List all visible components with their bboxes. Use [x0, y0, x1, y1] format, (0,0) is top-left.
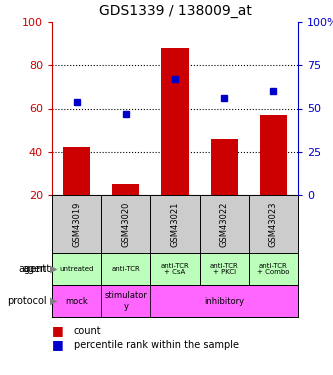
Bar — [162, 48, 188, 195]
Text: GSM43022: GSM43022 — [220, 201, 229, 247]
Text: mock: mock — [65, 297, 88, 306]
Bar — [151, 285, 298, 317]
Text: agent: agent — [23, 264, 51, 274]
Text: anti-TCR: anti-TCR — [112, 266, 140, 272]
Title: GDS1339 / 138009_at: GDS1339 / 138009_at — [99, 4, 251, 18]
Text: GSM43020: GSM43020 — [121, 201, 130, 247]
Bar — [211, 139, 238, 195]
Text: stimulator
y: stimulator y — [104, 291, 147, 311]
Text: percentile rank within the sample: percentile rank within the sample — [74, 340, 239, 350]
Bar — [101, 285, 151, 317]
Bar — [112, 184, 139, 195]
Text: anti-TCR
+ Combo: anti-TCR + Combo — [257, 262, 290, 276]
Text: GSM43021: GSM43021 — [170, 201, 179, 247]
Text: count: count — [74, 326, 101, 336]
Text: GSM43019: GSM43019 — [72, 201, 81, 247]
Text: agent: agent — [19, 264, 47, 274]
Text: ■: ■ — [52, 324, 64, 338]
Bar — [52, 285, 101, 317]
Text: ▶: ▶ — [50, 264, 58, 274]
Text: ■: ■ — [52, 339, 64, 351]
Text: GSM43023: GSM43023 — [269, 201, 278, 247]
Text: untreated: untreated — [59, 266, 94, 272]
Bar — [63, 147, 90, 195]
Text: ▶: ▶ — [50, 296, 58, 306]
Text: anti-TCR
+ PKCi: anti-TCR + PKCi — [210, 262, 238, 276]
Text: anti-TCR
+ CsA: anti-TCR + CsA — [161, 262, 189, 276]
Text: inhibitory: inhibitory — [204, 297, 244, 306]
Bar — [260, 115, 287, 195]
Text: protocol: protocol — [7, 296, 47, 306]
